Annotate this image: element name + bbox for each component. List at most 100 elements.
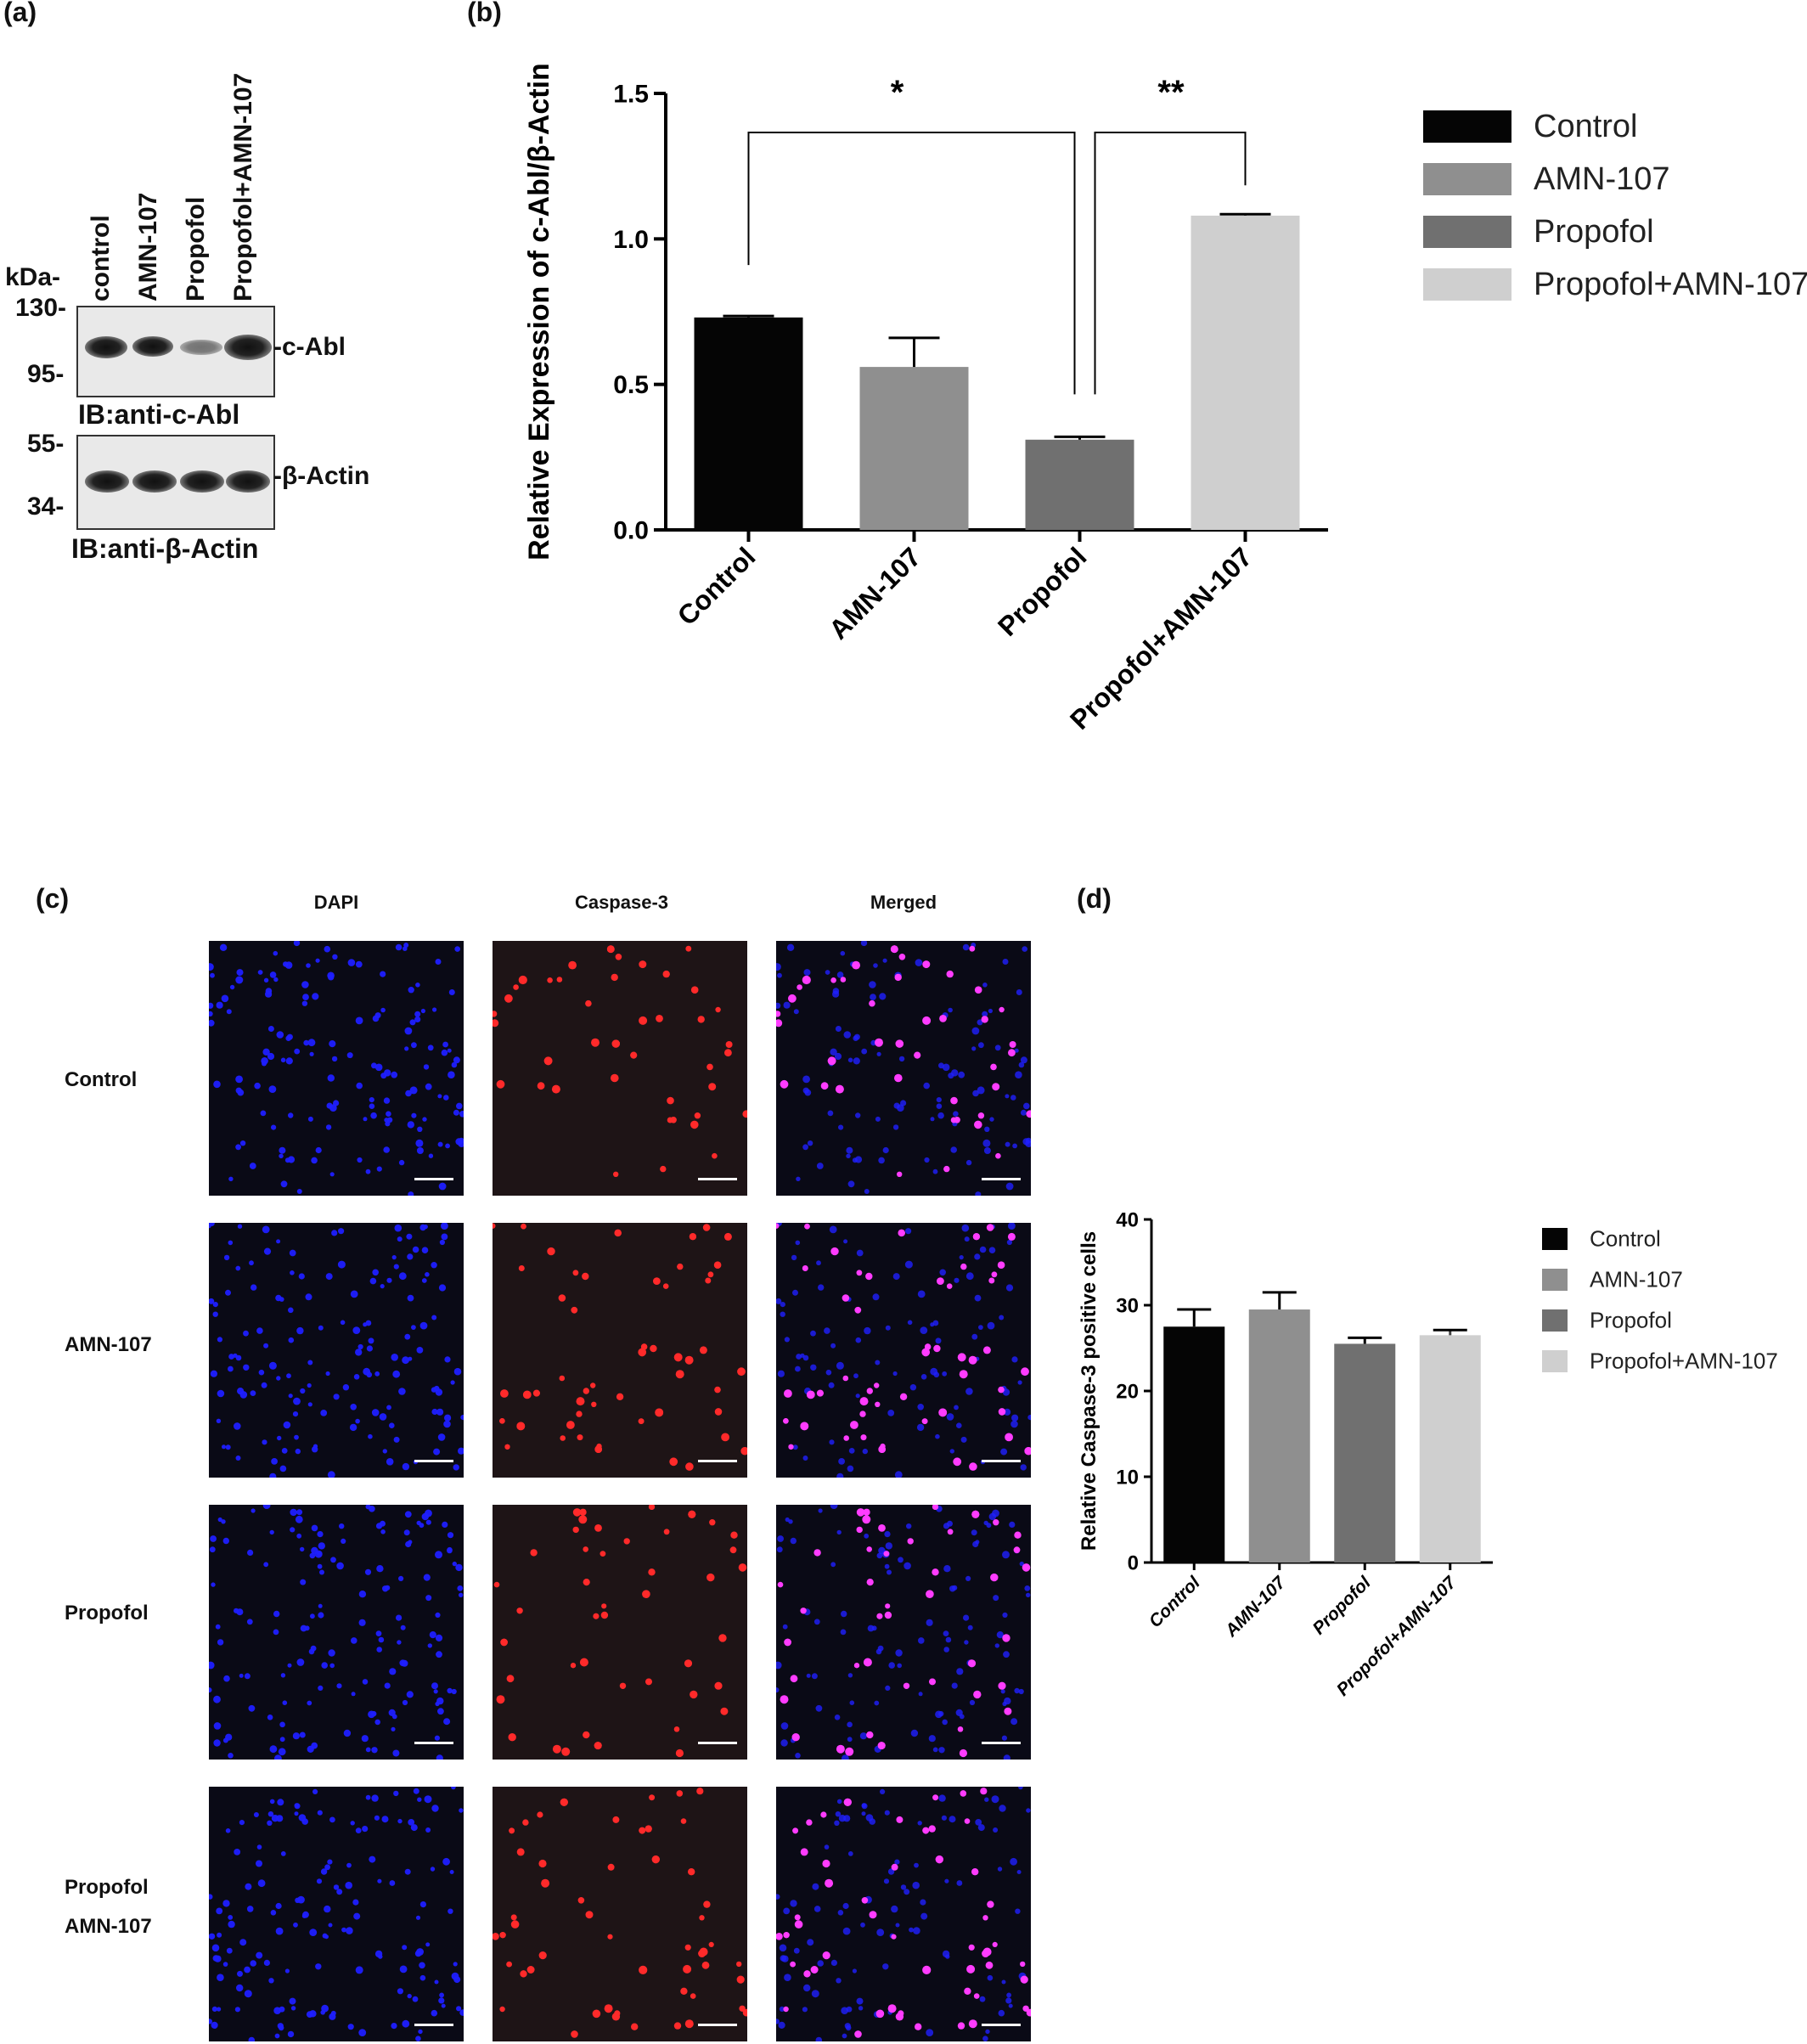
dapi-nucleus (235, 1456, 241, 1461)
caspase-positive-cell (508, 1733, 516, 1742)
caspase-positive-cell (493, 1011, 498, 1017)
dapi-nucleus (1023, 1102, 1030, 1110)
dapi-nucleus (285, 1035, 291, 1041)
panel-letter-d: (d) (1077, 883, 1112, 914)
dapi-nucleus (324, 1905, 331, 1913)
dapi-nucleus (458, 1447, 464, 1455)
dapi-nucleus (455, 1138, 463, 1146)
dapi-nucleus (246, 1619, 253, 1625)
scale-bar (414, 1460, 453, 1462)
dapi-nucleus (411, 1325, 416, 1330)
caspase-positive-cell (899, 1393, 908, 1400)
dapi-nucleus (869, 1818, 875, 1825)
caspase-positive-cell (1007, 1232, 1016, 1241)
caspase-positive-cell (950, 1096, 958, 1105)
caspase-positive-cell (607, 1863, 615, 1871)
dapi-nucleus (832, 988, 840, 994)
caspase-positive-cell (619, 1682, 627, 1689)
dapi-nucleus (292, 1732, 300, 1740)
dapi-nucleus (441, 2003, 446, 2008)
caspase-positive-cell (992, 1083, 1000, 1091)
dapi-nucleus (374, 1950, 383, 1958)
caspase-positive-cell (1013, 1546, 1021, 1554)
dapi-nucleus (389, 1422, 395, 1428)
caspase-positive-cell (638, 1418, 645, 1424)
dapi-nucleus (249, 1260, 254, 1266)
dapi-nucleus (312, 993, 319, 1000)
significance-label: * (891, 74, 904, 111)
dapi-nucleus (324, 945, 331, 953)
scale-bar (698, 1178, 737, 1180)
caspase-positive-cell (947, 1529, 954, 1535)
caspase-positive-cell (861, 1897, 869, 1904)
dapi-nucleus (316, 1878, 323, 1884)
caspase-positive-cell (890, 945, 898, 954)
dapi-nucleus (327, 1471, 335, 1478)
dapi-nucleus (1005, 1094, 1010, 1099)
caspase-positive-cell (685, 945, 692, 952)
wb-caption-beta-actin: IB:anti-β-Actin (71, 533, 259, 564)
wb-band (132, 470, 177, 493)
dapi-nucleus (942, 1063, 950, 1072)
dapi-nucleus (810, 1364, 817, 1371)
caspase-positive-cell (559, 1375, 566, 1382)
dapi-nucleus (1010, 1718, 1018, 1726)
dapi-nucleus (836, 1361, 844, 1370)
dapi-nucleus (917, 1290, 926, 1298)
dapi-nucleus (790, 1537, 797, 1545)
dapi-nucleus (784, 1974, 791, 1981)
dapi-nucleus (979, 1246, 987, 1253)
row-header-control: Control (65, 1068, 138, 1091)
dapi-nucleus (280, 1180, 288, 1188)
dapi-nucleus (935, 1433, 940, 1439)
caspase-positive-cell (590, 1382, 596, 1388)
caspase-positive-cell (601, 1603, 607, 1609)
dapi-nucleus (318, 1612, 324, 1619)
dapi-nucleus (261, 1382, 267, 1388)
dapi-nucleus (883, 1878, 890, 1884)
dapi-nucleus (393, 1790, 399, 1797)
caspase-positive-cell (570, 1663, 577, 1669)
dapi-nucleus (999, 1805, 1006, 1812)
dapi-nucleus (442, 1857, 450, 1866)
dapi-nucleus (239, 1391, 248, 1399)
caspase-positive-cell (684, 1659, 693, 1668)
caspase-positive-cell (499, 1418, 505, 1424)
dapi-nucleus (457, 1585, 464, 1591)
dapi-nucleus (904, 1260, 913, 1269)
dapi-nucleus (861, 1803, 868, 1810)
dapi-nucleus (870, 994, 876, 1000)
caspase-positive-cell (611, 1073, 619, 1083)
dapi-nucleus (949, 1816, 956, 1823)
dapi-nucleus (221, 1519, 226, 1524)
dapi-nucleus (847, 1465, 854, 1472)
dapi-nucleus (425, 1827, 431, 1833)
caspase-positive-cell (943, 1165, 950, 1173)
caspase-positive-cell (843, 1435, 849, 1441)
dapi-nucleus (212, 1311, 218, 1317)
dapi-nucleus (396, 1614, 402, 1621)
dapi-nucleus (894, 1859, 900, 1865)
dapi-nucleus (888, 1662, 895, 1669)
legend-label: Propofol+AMN-107 (1590, 1348, 1778, 1373)
legend-label: AMN-107 (1590, 1266, 1683, 1292)
dapi-nucleus (417, 1126, 423, 1132)
dapi-nucleus (988, 1247, 996, 1253)
dapi-nucleus (324, 1864, 330, 1871)
dapi-nucleus (897, 1663, 902, 1669)
dapi-nucleus (262, 1505, 271, 1509)
dapi-nucleus (275, 1927, 284, 1935)
caspase-positive-cell (663, 1529, 670, 1535)
dapi-nucleus (267, 1811, 274, 1817)
caspase-positive-cell (650, 1344, 657, 1353)
caspase-positive-cell (971, 1868, 979, 1876)
legend-swatch (1423, 110, 1511, 143)
dapi-nucleus (1001, 1735, 1007, 1741)
caspase-positive-cell (850, 1421, 858, 1429)
dapi-nucleus (209, 1687, 212, 1693)
caspase-positive-cell (1024, 1447, 1031, 1456)
caspase-positive-cell (614, 1229, 622, 1237)
dapi-nucleus (279, 1297, 284, 1302)
dapi-nucleus (437, 1094, 442, 1099)
dapi-nucleus (310, 1613, 315, 1619)
